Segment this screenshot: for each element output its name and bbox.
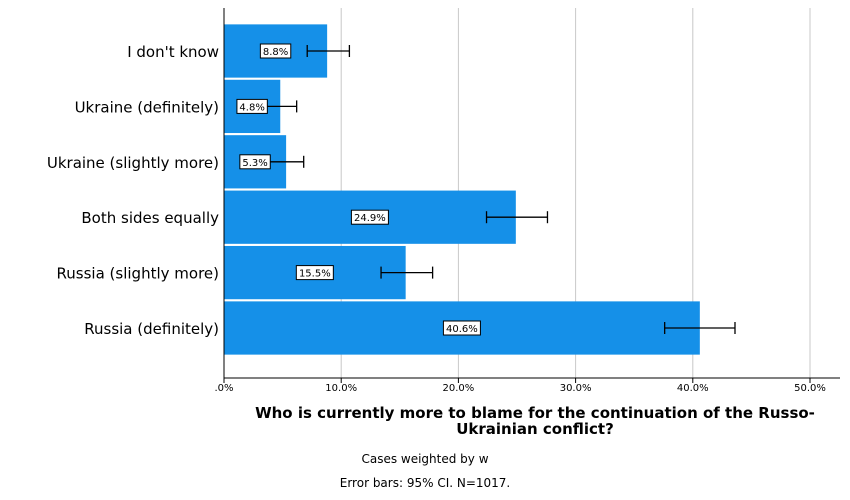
data-label: 8.8% <box>263 47 288 58</box>
x-axis-title-line-2: Ukrainian conflict? <box>456 420 614 438</box>
weight-note: Cases weighted by w <box>361 452 489 466</box>
data-label-box <box>350 209 389 225</box>
category-label: Ukraine (definitely) <box>75 98 219 116</box>
data-label-box <box>442 320 481 336</box>
x-axis-title: Who is currently more to blame for the c… <box>230 405 840 437</box>
x-tick-label: 10.0% <box>325 383 357 394</box>
data-label-box <box>239 154 271 170</box>
data-label: 24.9% <box>354 213 386 224</box>
data-label: 5.3% <box>242 158 267 169</box>
category-label: I don't know <box>127 43 219 61</box>
x-tick-label: 40.0% <box>677 383 709 394</box>
category-label: Ukraine (slightly more) <box>47 154 219 172</box>
data-label: 15.5% <box>299 269 331 280</box>
x-tick-label: 50.0% <box>794 383 826 394</box>
x-tick-label: 30.0% <box>560 383 592 394</box>
data-label: 40.6% <box>446 324 478 335</box>
category-label: Both sides equally <box>81 209 219 227</box>
data-label: 4.8% <box>239 102 264 113</box>
category-label: Russia (definitely) <box>84 320 219 338</box>
data-label-box <box>236 98 268 114</box>
x-tick-label: .0% <box>214 383 233 394</box>
category-label: Russia (slightly more) <box>57 265 219 283</box>
data-label-box <box>295 265 334 281</box>
x-tick-label: 20.0% <box>443 383 475 394</box>
error-bar-note: Error bars: 95% CI. N=1017. <box>339 476 511 490</box>
x-axis-title-line-1: Who is currently more to blame for the c… <box>255 404 815 422</box>
data-label-box <box>259 43 292 59</box>
